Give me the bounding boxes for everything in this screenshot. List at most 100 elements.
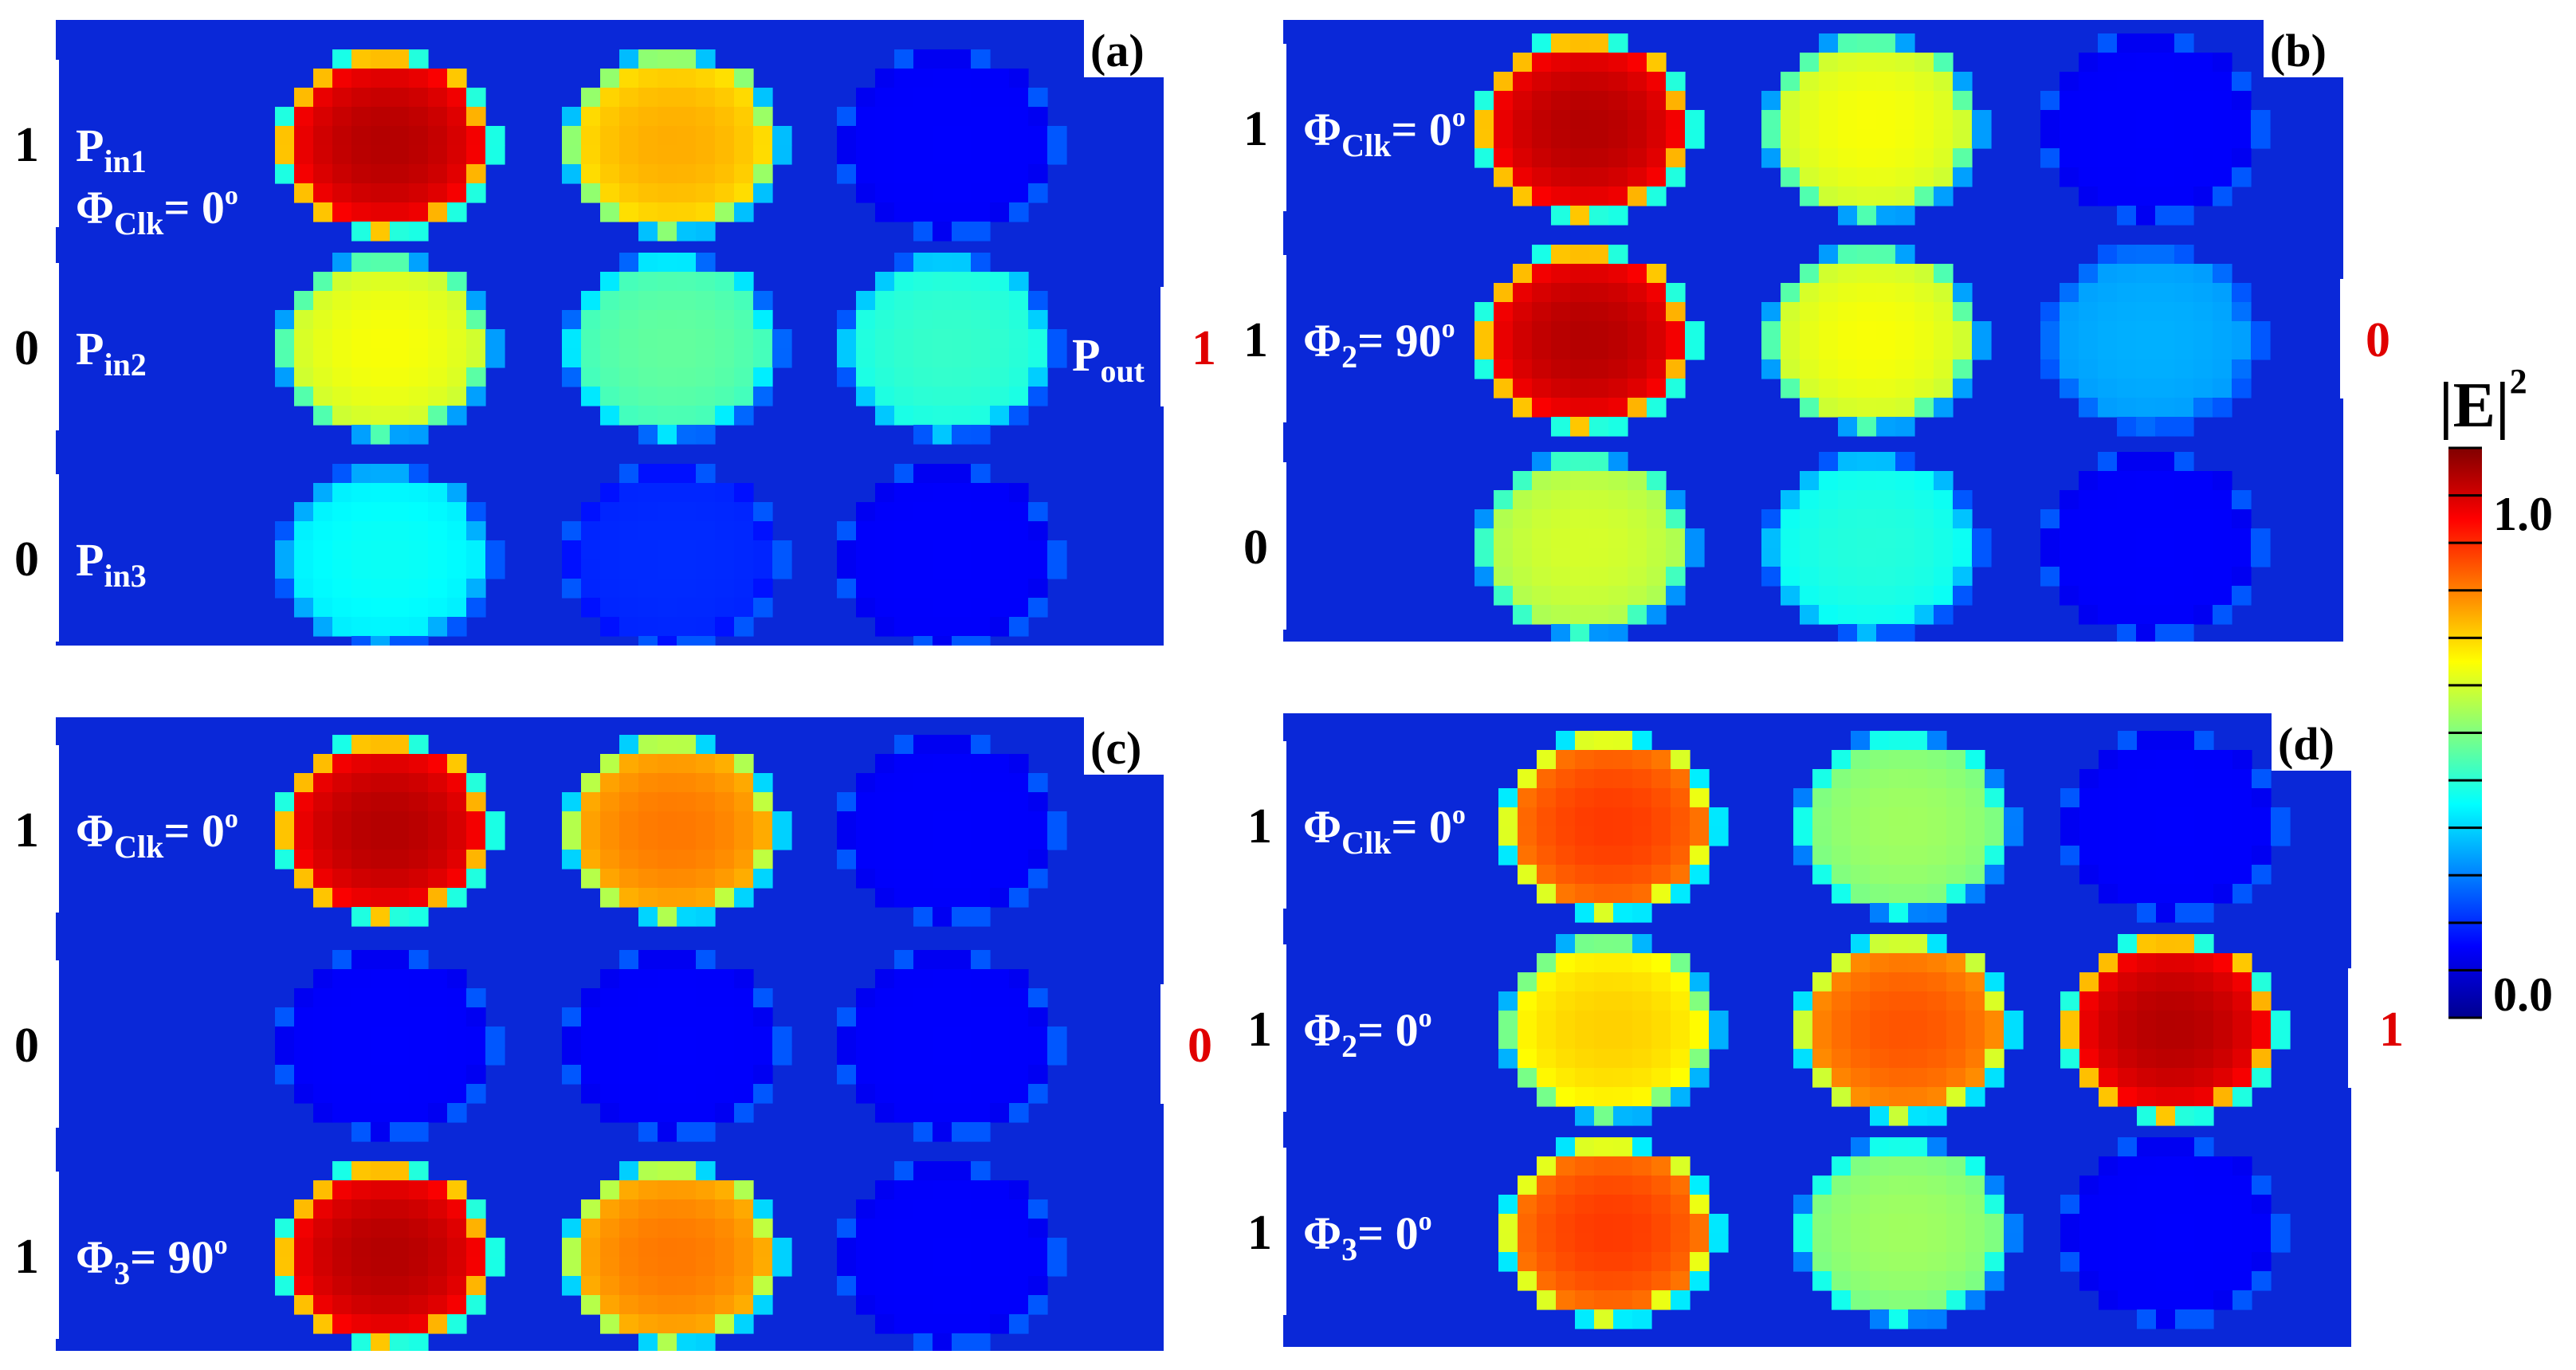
output-value: 1 [1192,321,1216,375]
field-spot [562,49,792,241]
row-label: Φ2= 90o [1303,314,1455,375]
field-map-d [1283,713,2351,1347]
colorbar-title: |E|2 [2439,362,2527,441]
field-map-b [1283,20,2343,642]
row-label: Pin2 [76,323,147,383]
field-spot [562,253,792,445]
field-spot [837,49,1067,241]
panel-tag-bg [2272,713,2351,771]
input-value: 1 [14,803,39,858]
extra-label: Pout [1072,329,1145,389]
field-spot [1761,452,1992,642]
input-port-gap [1277,1148,1286,1315]
input-value: 1 [1247,1206,1272,1260]
output-value: 0 [1188,1019,1212,1073]
row-label: ΦClk= 0o [1303,800,1466,861]
input-value: 1 [1247,799,1272,854]
input-value: 0 [14,321,39,375]
input-port-gap [49,960,59,1128]
input-port-gap [49,1172,59,1339]
field-spot [1475,245,1705,437]
field-spot [837,1161,1067,1351]
input-port-gap [1277,944,1286,1112]
field-spot [1475,33,1705,226]
colorbar-title-sup: 2 [2510,362,2527,401]
field-spot [2060,731,2291,923]
field-spot [1475,452,1705,642]
colorbar-tick-min: 0.0 [2493,968,2553,1021]
field-spot [2060,1137,2291,1329]
input-port-gap [1277,44,1286,211]
row-label: Φ3= 90o [76,1231,228,1291]
field-spot [1498,934,1729,1126]
panel-b: (b) 1 ΦClk= 0o 1 Φ2= 90o 0 0 [1243,20,2390,642]
field-spot [2040,33,2271,226]
field-spot [562,950,792,1142]
field-map-c [56,717,1164,1351]
colorbar-ticks [2448,446,2482,1019]
field-spot [1761,33,1992,226]
field-spot [562,1161,792,1351]
panel-tag: (d) [2278,718,2334,770]
field-spot [837,464,1067,646]
input-value: 1 [14,118,39,172]
input-value: 1 [14,1230,39,1284]
panel-tag-bg [2264,20,2343,77]
field-spot [2040,245,2271,437]
field-spot [1761,245,1992,437]
field-spot [275,735,505,927]
field-spot [562,735,792,927]
input-value: 0 [14,532,39,587]
field-spot [1793,934,2024,1126]
input-value: 1 [1247,1003,1272,1057]
row-label: ΦClk= 0o [76,804,238,865]
output-value: 0 [2366,313,2390,367]
output-value: 1 [2379,1003,2404,1057]
panel-a: (a) 1 Pin1 0 Pin2 0 Pin3 ΦClk= 0o Pout 1 [14,20,1216,646]
output-port-gap [1160,984,1172,1104]
field-spot [275,950,505,1142]
field-spot [1793,1137,2024,1329]
colorbar: |E|2 1.0 0.0 [2439,362,2553,1021]
panel-tag: (a) [1090,25,1145,77]
panel-tag: (c) [1090,722,1141,774]
field-spot [837,735,1067,927]
row-label: Pin1 [76,120,147,179]
row-label: ΦClk= 0o [1303,103,1466,163]
field-spot [837,950,1067,1142]
panel-tag: (b) [2270,25,2327,77]
field-spot [275,49,505,241]
panel-d: (d) 1 ΦClk= 0o 1 Φ2= 0o 1 Φ3= 0o 1 [1247,713,2404,1347]
input-port-gap [49,60,59,227]
input-value: 0 [14,1019,39,1073]
field-spot [2060,934,2291,1126]
panel-tag-bg [1084,717,1164,775]
row-label: Pin3 [76,534,147,594]
output-port-gap [2348,968,2359,1088]
field-spot [837,253,1067,445]
field-spot [275,1161,505,1351]
field-map-a [56,20,1164,646]
field-spot [275,253,505,445]
input-port-gap [49,474,59,642]
field-spot [2040,452,2271,642]
input-value: 0 [1243,520,1268,575]
output-port-gap [1160,287,1172,406]
extra-label: ΦClk= 0o [76,181,238,241]
input-port-gap [49,263,59,430]
input-value: 1 [1243,102,1268,156]
row-label: Φ2= 0o [1303,1003,1432,1064]
input-port-gap [1277,741,1286,909]
output-port-gap [2340,279,2351,398]
input-port-gap [1277,255,1286,422]
input-port-gap [49,745,59,913]
field-spot [1498,1137,1729,1329]
input-value: 1 [1243,313,1268,367]
field-spot [1498,731,1729,923]
panel-tag-bg [1084,20,1164,77]
input-port-gap [1277,462,1286,630]
colorbar-tick-max: 1.0 [2493,488,2553,540]
field-spot [275,464,505,646]
field-spot [1793,731,2024,923]
